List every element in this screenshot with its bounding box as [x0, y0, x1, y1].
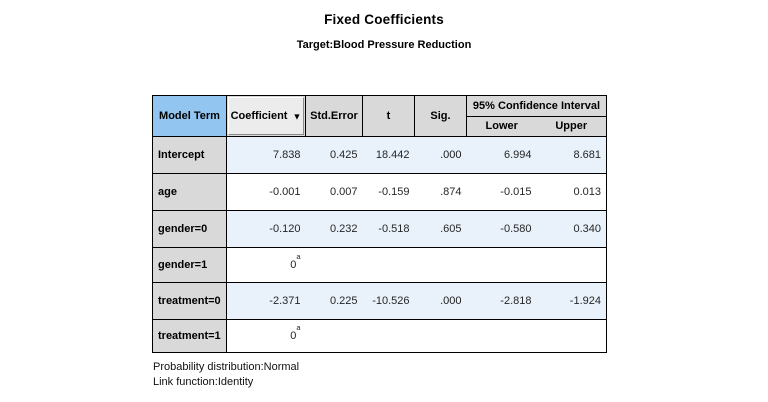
- footnote-probability-distribution: Probability distribution:Normal: [153, 361, 300, 373]
- table-row-treatment-0: treatment=0 -2.371 0.225 -10.526 .000 -2…: [152, 282, 607, 320]
- cell-std-error: 0.232: [305, 210, 363, 248]
- row-label: treatment=0: [152, 282, 227, 320]
- column-header-model-term: Model Term: [152, 95, 227, 137]
- cell-lower: [466, 247, 537, 283]
- column-header-t: t: [362, 95, 415, 137]
- table-row-age: age -0.001 0.007 -0.159 .874 -0.015 0.01…: [152, 173, 607, 211]
- table-row-gender-0: gender=0 -0.120 0.232 -0.518 .605 -0.580…: [152, 210, 607, 248]
- cell-coefficient: 0a: [226, 247, 306, 283]
- cell-upper: 8.681: [536, 136, 607, 174]
- table-footnotes: Probability distribution:Normal Link fun…: [153, 360, 299, 390]
- table-row-intercept: Intercept 7.838 0.425 18.442 .000 6.994 …: [152, 136, 607, 174]
- cell-lower: -0.580: [466, 210, 537, 248]
- cell-upper: -1.924: [536, 282, 607, 320]
- column-header-std-error: Std.Error: [305, 95, 363, 137]
- cell-sig: [414, 247, 467, 283]
- cell-coefficient: -2.371: [226, 282, 306, 320]
- cell-upper: [536, 247, 607, 283]
- column-header-upper: Upper: [536, 115, 607, 137]
- cell-std-error: [305, 319, 363, 353]
- column-header-coefficient: Coefficient ▼: [226, 95, 306, 137]
- row-label: gender=0: [152, 210, 227, 248]
- page-title: Fixed Coefficients: [324, 12, 444, 27]
- footnote-link-function: Link function:Identity: [153, 376, 254, 388]
- coefficient-sort-button[interactable]: Coefficient ▼: [228, 97, 304, 135]
- cell-t: 18.442: [362, 136, 415, 174]
- cell-sig: .874: [414, 173, 467, 211]
- row-label: treatment=1: [152, 319, 227, 353]
- footnote-marker: a: [296, 252, 301, 262]
- table-row-treatment-1: treatment=1 0a: [152, 319, 607, 353]
- row-label: age: [152, 173, 227, 211]
- cell-coefficient: -0.120: [226, 210, 306, 248]
- cell-upper: [536, 319, 607, 353]
- cell-lower: 6.994: [466, 136, 537, 174]
- cell-sig: .605: [414, 210, 467, 248]
- footnote-marker: a: [296, 323, 301, 333]
- cell-sig-highlighted: .000: [414, 136, 467, 174]
- cell-t: [362, 247, 415, 283]
- cell-lower: -0.015: [466, 173, 537, 211]
- cell-sig: [414, 319, 467, 353]
- cell-lower: [466, 319, 537, 353]
- column-header-confidence-interval: 95% Confidence Interval: [466, 95, 607, 117]
- cell-t: -10.526: [362, 282, 415, 320]
- cell-std-error: 0.225: [305, 282, 363, 320]
- cell-t: -0.159: [362, 173, 415, 211]
- table-row-gender-1: gender=1 0a: [152, 247, 607, 283]
- cell-lower: -2.818: [466, 282, 537, 320]
- cell-std-error: [305, 247, 363, 283]
- cell-std-error: 0.007: [305, 173, 363, 211]
- cell-coefficient: 7.838: [226, 136, 306, 174]
- cell-sig-highlighted: .000: [414, 282, 467, 320]
- cell-std-error: 0.425: [305, 136, 363, 174]
- cell-t: [362, 319, 415, 353]
- sort-descending-icon: ▼: [292, 111, 302, 121]
- column-header-lower: Lower: [466, 115, 537, 137]
- row-label: Intercept: [152, 136, 227, 174]
- cell-coefficient: 0a: [226, 319, 306, 353]
- cell-t: -0.518: [362, 210, 415, 248]
- coefficient-sort-label: Coefficient: [230, 110, 288, 122]
- fixed-coefficients-table: Model Term Coefficient ▼ Std.Error t Sig…: [152, 95, 607, 353]
- cell-upper: 0.340: [536, 210, 607, 248]
- row-label: gender=1: [152, 247, 227, 283]
- cell-coefficient: -0.001: [226, 173, 306, 211]
- cell-upper: 0.013: [536, 173, 607, 211]
- column-header-sig: Sig.: [414, 95, 467, 137]
- target-subtitle: Target:Blood Pressure Reduction: [296, 39, 472, 51]
